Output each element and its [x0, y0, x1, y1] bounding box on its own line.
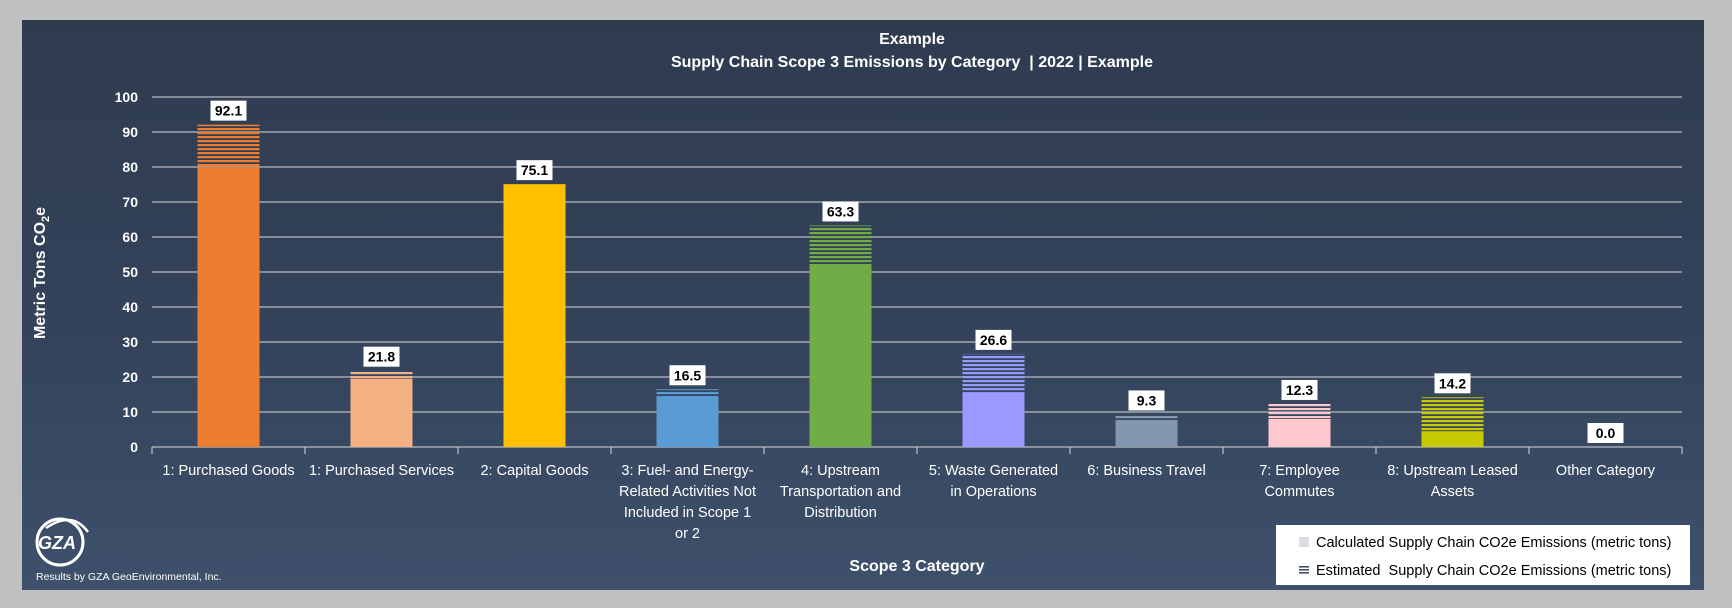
data-label: 75.1 — [521, 162, 548, 178]
chart: Example Supply Chain Scope 3 Emissions b… — [32, 31, 1690, 585]
x-tick-label: 6: Business Travel — [1087, 463, 1205, 479]
data-label-box — [822, 201, 859, 222]
legend-label-estimated: Estimated Supply Chain CO2e Emissions (m… — [1316, 563, 1671, 579]
x-tick-label: or 2 — [675, 526, 700, 542]
data-label-box — [210, 100, 247, 121]
data-label-box — [975, 329, 1012, 350]
bar-calculated — [350, 378, 413, 447]
x-tick-label: 1: Purchased Goods — [162, 463, 294, 479]
data-label: 26.6 — [980, 332, 1007, 348]
data-label-box — [1434, 373, 1471, 394]
bar-calculated — [1421, 431, 1484, 447]
x-tick-label: Included in Scope 1 — [624, 505, 751, 521]
legend-swatch-estimated — [1299, 565, 1309, 575]
x-tick-label: Distribution — [804, 505, 877, 521]
x-tick-label: 3: Fuel- and Energy- — [621, 463, 753, 479]
y-tick-label: 70 — [122, 194, 138, 210]
y-tick-label: 30 — [122, 334, 138, 350]
data-label: 63.3 — [827, 203, 854, 219]
x-tick-label: 1: Purchased Services — [309, 463, 454, 479]
y-tick-label: 10 — [122, 404, 138, 420]
x-tick-label: 8: Upstream Leased — [1387, 463, 1518, 479]
data-label: 21.8 — [368, 349, 395, 365]
data-label: 14.2 — [1439, 375, 1466, 391]
data-label: 92.1 — [215, 103, 242, 119]
legend-label-calculated: Calculated Supply Chain CO2e Emissions (… — [1316, 535, 1671, 551]
data-label-box — [516, 160, 553, 181]
gza-logo: GZA — [35, 517, 90, 567]
legend-swatch-calculated — [1299, 537, 1309, 547]
credit-text: Results by GZA GeoEnvironmental, Inc. — [36, 571, 222, 583]
y-tick-label: 100 — [115, 89, 139, 105]
y-tick-label: 0 — [130, 439, 138, 455]
bar-estimated — [1115, 414, 1178, 422]
y-tick-label: 60 — [122, 229, 138, 245]
bar-estimated — [656, 389, 719, 398]
legend-box — [1276, 525, 1690, 585]
x-axis-title: Scope 3 Category — [849, 558, 984, 575]
y-tick-label: 20 — [122, 369, 138, 385]
bar-calculated — [1115, 421, 1178, 447]
x-tick-label: Commutes — [1264, 484, 1334, 500]
chart-panel: Example Supply Chain Scope 3 Emissions b… — [22, 20, 1704, 590]
x-tick-label: Other Category — [1556, 463, 1656, 479]
bar-calculated — [656, 398, 719, 447]
bar-estimated — [350, 370, 413, 379]
y-tick-label: 90 — [122, 124, 138, 140]
y-axis-title: Metric Tons CO2e — [32, 207, 52, 339]
bar-estimated — [1268, 403, 1331, 419]
x-tick-label: 5: Waste Generated — [929, 463, 1058, 479]
y-tick-label: 50 — [122, 264, 138, 280]
x-tick-label: 2: Capital Goods — [480, 463, 588, 479]
chart-subtitle: Supply Chain Scope 3 Emissions by Catego… — [671, 54, 1153, 71]
data-label-box — [669, 365, 706, 386]
data-label-box — [1128, 390, 1165, 411]
bar-calculated — [503, 184, 566, 447]
data-label: 16.5 — [674, 367, 701, 383]
y-tick-label: 40 — [122, 299, 138, 315]
bar-estimated — [962, 353, 1025, 393]
logo-text: GZA — [38, 533, 76, 553]
bar-calculated — [197, 167, 260, 447]
data-label-box — [1587, 423, 1624, 443]
data-label: 9.3 — [1137, 392, 1157, 408]
legend: Calculated Supply Chain CO2e Emissions (… — [1276, 525, 1690, 585]
bar-calculated — [1268, 419, 1331, 447]
bar-estimated — [1421, 397, 1484, 432]
logo-swoosh — [45, 518, 90, 533]
y-tick-label: 80 — [122, 159, 138, 175]
logo-ring — [35, 517, 85, 567]
chart-title: Example — [879, 31, 945, 48]
x-tick-label: Transportation and — [780, 484, 901, 500]
x-tick-label: 7: Employee — [1259, 463, 1340, 479]
x-tick-label: in Operations — [950, 484, 1036, 500]
bar-calculated — [809, 265, 872, 447]
bar-calculated — [962, 392, 1025, 447]
data-label-box — [363, 346, 400, 367]
x-tick-label: Related Activities Not — [619, 484, 756, 500]
bar-estimated — [809, 225, 872, 265]
x-tick-label: Assets — [1431, 484, 1475, 500]
data-label: 0.0 — [1596, 425, 1616, 441]
bar-estimated — [197, 124, 260, 167]
data-label-box — [1281, 379, 1318, 400]
x-tick-label: 4: Upstream — [801, 463, 880, 479]
data-label: 12.3 — [1286, 382, 1313, 398]
